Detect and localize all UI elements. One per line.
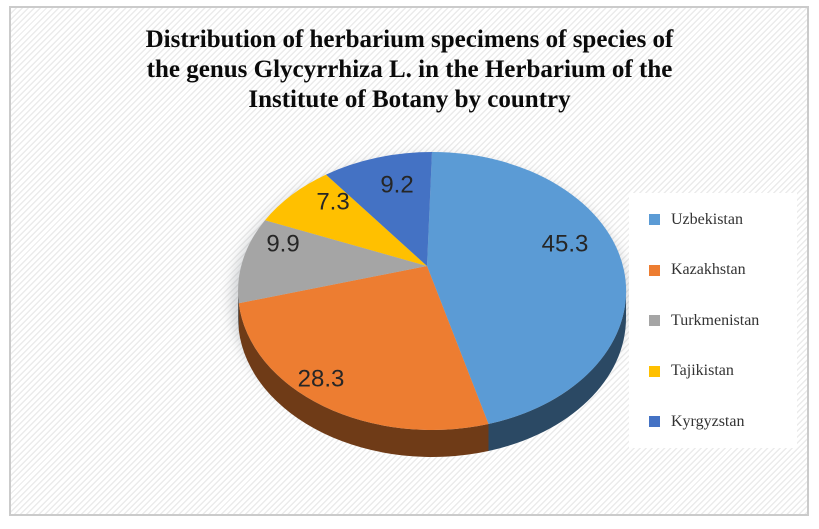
data-label-uzbekistan: 45.3 — [542, 231, 589, 258]
legend-swatch-kazakhstan — [649, 264, 660, 276]
pie-slice-uzbekistan — [427, 151, 627, 424]
legend-swatch-turkmenistan — [649, 315, 660, 326]
data-label-kazakhstan: 28.3 — [298, 366, 345, 393]
data-label-turkmenistan: 9.9 — [266, 231, 299, 258]
chart-title-line-2: the genus Glycyrrhiza L. in the Herbariu… — [146, 56, 673, 83]
pie-slice-turkmenistan — [238, 220, 427, 304]
chart-legend: Uzbekistan Kazakhstan Turkmenistan Tajikist… — [629, 193, 797, 448]
legend-item-uzbekistan: Uzbekistan — [629, 195, 797, 244]
chart-title-line-1: Distribution of herbarium specimens of s… — [145, 26, 674, 53]
pie-slice-side-kazakhstan — [238, 303, 489, 458]
chart-title: Distribution of herbarium specimens of s… — [60, 25, 759, 115]
legend-swatch-tajikistan — [649, 365, 660, 377]
legend-swatch-kyrgyzstan — [649, 416, 660, 427]
chart-title-line-3: Institute of Botany by country — [248, 86, 571, 113]
legend-label: Tajikistan — [671, 362, 734, 379]
data-label-kyrgyzstan: 9.2 — [380, 172, 413, 199]
pie-slice-kyrgyzstan — [326, 152, 432, 266]
legend-label: Kyrgyzstan — [671, 412, 745, 430]
legend-item-kyrgyzstan: Kyrgyzstan — [629, 397, 797, 446]
pie-slice-side-uzbekistan — [488, 291, 626, 451]
pie-slice-kazakhstan — [238, 266, 489, 431]
legend-item-turkmenistan: Turkmenistan — [629, 296, 797, 345]
legend-item-tajikistan: Tajikistan — [629, 347, 797, 396]
pie-slice-side-turkmenistan — [238, 291, 239, 331]
pie-slice-tajikistan — [265, 174, 427, 266]
data-label-tajikistan: 7.3 — [316, 189, 349, 216]
legend-item-kazakhstan: Kazakhstan — [629, 246, 797, 295]
legend-label: Uzbekistan — [671, 210, 743, 228]
legend-label: Turkmenistan — [671, 311, 760, 329]
legend-label: Kazakhstan — [671, 261, 746, 278]
legend-swatch-uzbekistan — [649, 214, 660, 225]
